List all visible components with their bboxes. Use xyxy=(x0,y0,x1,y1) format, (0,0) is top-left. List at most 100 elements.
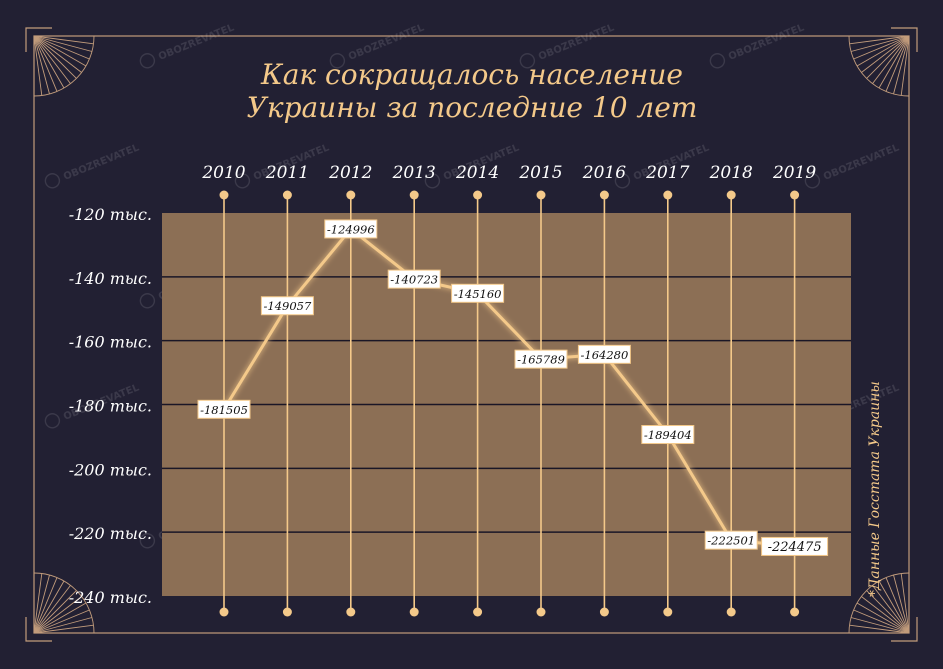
fan-ray xyxy=(885,35,910,92)
value-label: -222501 xyxy=(704,530,758,550)
x-tick-label: 2011 xyxy=(265,163,309,183)
value-label-text: -165789 xyxy=(517,353,565,367)
value-label: -165789 xyxy=(514,349,568,369)
value-label: -145160 xyxy=(451,283,505,303)
year-line-top-dot xyxy=(409,190,419,200)
fan-ray xyxy=(893,35,910,95)
value-label: -140723 xyxy=(387,269,441,289)
year-line-bottom-dot xyxy=(346,607,356,617)
year-line-top-dot xyxy=(599,190,609,200)
value-label-text: -181505 xyxy=(200,403,248,417)
fan-ray xyxy=(33,624,94,634)
fan-ray xyxy=(900,35,910,96)
source-note: *Данные Госстата Украины xyxy=(867,381,883,597)
year-line-top-dot xyxy=(663,190,673,200)
value-label-box xyxy=(704,530,758,550)
data-value-labels: -181505 -149057 -124996 -140723 -145160 -1657… xyxy=(197,219,829,556)
value-label-text: -140723 xyxy=(390,273,438,287)
x-tick-label: 2019 xyxy=(772,163,816,183)
year-line-bottom-dot xyxy=(790,607,800,617)
fan-ray xyxy=(33,617,93,634)
fan-ray xyxy=(850,617,910,634)
value-label-text: -124996 xyxy=(327,222,375,236)
x-tick-label: 2015 xyxy=(518,163,562,183)
year-line-bottom-dot xyxy=(409,607,419,617)
value-label-box xyxy=(577,344,631,364)
watermark: OBOZREVATEL xyxy=(44,142,141,189)
fan-ray xyxy=(849,35,910,45)
fan-arc xyxy=(848,572,910,634)
fan-ray xyxy=(33,35,65,89)
y-tick-label: -240 тыс. xyxy=(69,588,152,607)
value-label-text: -189404 xyxy=(644,428,692,442)
fan-ray xyxy=(33,35,93,52)
fan-ray xyxy=(33,35,71,84)
year-line-bottom-dot xyxy=(536,607,546,617)
corner-fan-3 xyxy=(33,572,95,634)
year-line-top-dot xyxy=(219,190,229,200)
x-axis-year-labels: 2010 2011 2012 2013 2014 2015 2016 2017 2018 2019 xyxy=(201,163,816,183)
fan-ray xyxy=(885,577,910,634)
watermark-logo-icon xyxy=(44,173,61,189)
watermark-logo-icon xyxy=(139,53,156,69)
watermark-text: OBOZREVATEL xyxy=(537,22,616,63)
fan-ray xyxy=(872,585,910,634)
value-label-text: -222501 xyxy=(707,534,755,548)
watermark-logo-icon xyxy=(44,413,61,429)
fan-ray xyxy=(850,35,910,52)
x-tick-label: 2010 xyxy=(201,163,245,183)
watermark: OBOZREVATEL xyxy=(804,142,901,189)
fan-arc xyxy=(33,35,95,97)
chart-title-line-1: Как сокращалось население xyxy=(260,58,683,91)
fan-ray xyxy=(878,35,910,89)
fan-ray xyxy=(861,596,910,634)
watermark-logo-icon xyxy=(424,173,441,189)
population-change-line xyxy=(222,227,795,548)
watermark-logo-icon xyxy=(329,53,346,69)
fan-ray xyxy=(33,35,94,45)
y-tick-label: -120 тыс. xyxy=(69,205,152,224)
fan-ray xyxy=(866,35,910,79)
fan-ray xyxy=(33,35,58,92)
value-label-box xyxy=(514,349,568,369)
watermark-text: OBOZREVATEL xyxy=(822,142,901,183)
fan-ray xyxy=(861,35,910,73)
fan-ray xyxy=(33,580,65,634)
value-label: -149057 xyxy=(260,296,314,316)
watermark: OBOZREVATEL xyxy=(139,22,236,69)
y-tick-label: -160 тыс. xyxy=(69,333,152,352)
fan-ray xyxy=(33,609,90,634)
watermark-text: OBOZREVATEL xyxy=(62,142,141,183)
x-tick-label: 2014 xyxy=(455,163,499,183)
watermark: OBOZREVATEL xyxy=(709,22,806,69)
fan-ray xyxy=(878,580,910,634)
fan-ray xyxy=(872,35,910,84)
watermark-logo-icon xyxy=(234,173,251,189)
fan-ray xyxy=(33,596,82,634)
fan-ray xyxy=(893,574,910,634)
watermark-logo-icon xyxy=(709,53,726,69)
corner-fan-1 xyxy=(848,35,910,97)
watermark-logo-icon xyxy=(804,173,821,189)
watermark-text: OBOZREVATEL xyxy=(157,22,236,63)
corner-fan-2 xyxy=(848,572,910,634)
x-tick-label: 2013 xyxy=(392,163,436,183)
y-tick-label: -220 тыс. xyxy=(69,524,152,543)
fan-ray xyxy=(33,35,87,67)
year-line-top-dot xyxy=(473,190,483,200)
value-label: -181505 xyxy=(197,399,251,419)
watermark-text: OBOZREVATEL xyxy=(347,22,426,63)
value-label-box xyxy=(197,399,251,419)
watermark-logo-icon xyxy=(519,53,536,69)
fan-ray xyxy=(33,35,90,60)
year-line-bottom-dot xyxy=(219,607,229,617)
fan-ray xyxy=(33,590,77,634)
fan-ray xyxy=(853,609,910,634)
fan-ray xyxy=(33,585,71,634)
y-tick-label: -200 тыс. xyxy=(69,460,152,479)
fan-ray xyxy=(856,602,910,634)
value-label-box xyxy=(260,296,314,316)
watermark-text: OBOZREVATEL xyxy=(727,22,806,63)
corner-fan-0 xyxy=(33,35,95,97)
